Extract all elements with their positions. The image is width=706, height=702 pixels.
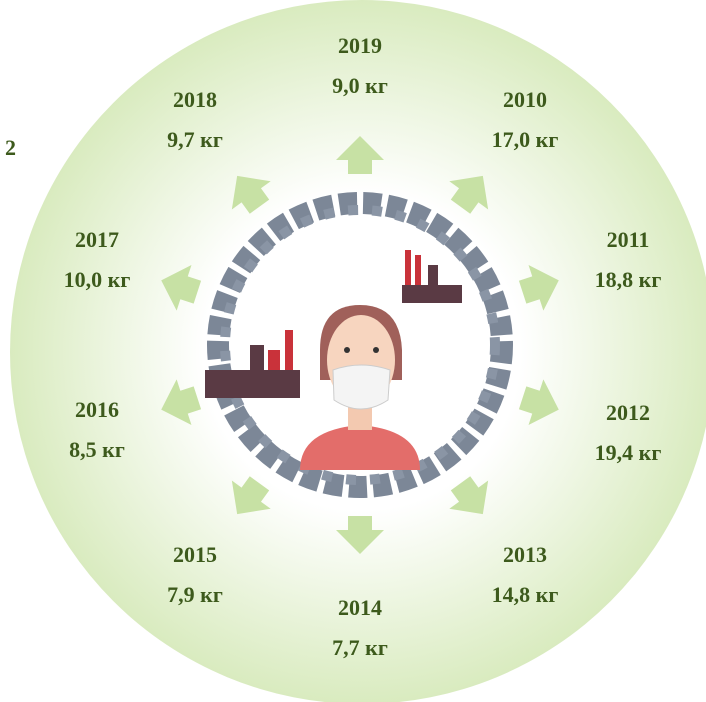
value-label: 14,8 кг (492, 582, 559, 607)
year: 2015 (173, 542, 217, 567)
year: 2010 (503, 87, 547, 112)
value-label: 9,0 кг (332, 73, 388, 98)
year: 2018 (173, 87, 217, 112)
year: 2014 (338, 595, 382, 620)
value-label: 18,8 кг (595, 267, 662, 292)
value-label: 10,0 кг (64, 267, 131, 292)
year: 2013 (503, 542, 547, 567)
value-label: 8,5 кг (69, 437, 125, 462)
year: 2017 (75, 227, 119, 252)
value-label: 17,0 кг (492, 127, 559, 152)
infographic: 2 2019 9,0 кг 2010 17,0 кг 2011 18,8 кг 2012 19… (0, 0, 706, 702)
value-label: 7,9 кг (167, 582, 223, 607)
value-label: 7,7 кг (332, 635, 388, 660)
center-illustration (205, 195, 510, 495)
year: 2012 (606, 400, 650, 425)
year: 2019 (338, 33, 382, 58)
value-label: 9,7 кг (167, 127, 223, 152)
value-label: 19,4 кг (595, 440, 662, 465)
year: 2011 (607, 227, 650, 252)
edge-fragment: 2 (5, 135, 16, 160)
year: 2016 (75, 397, 119, 422)
